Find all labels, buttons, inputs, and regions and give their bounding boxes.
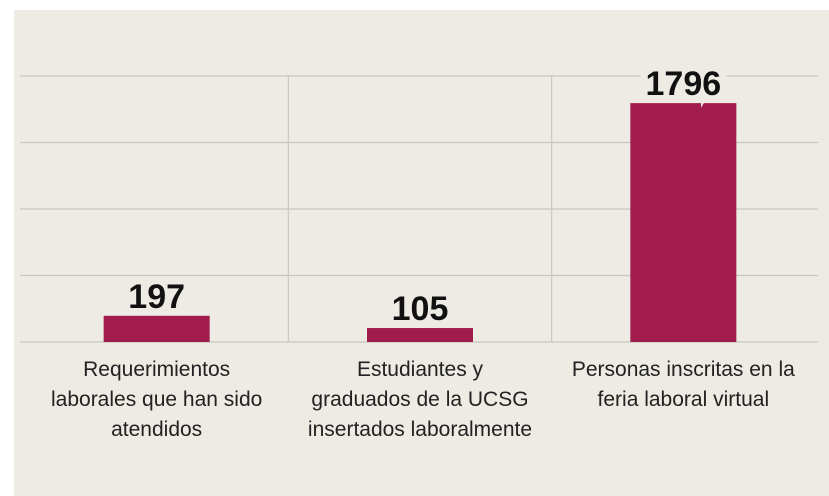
x-tick-label: Personas inscritas en la feria laboral v… [571,358,795,411]
bar [367,328,473,342]
bar [630,103,737,342]
value-label: 105 [392,290,449,328]
bar [103,315,210,342]
value-label: 197 [128,278,185,316]
value-label: 1796 [646,65,722,103]
x-tick-label: Estudiantes y graduados de la UCSG inser… [307,358,533,441]
x-tick-label: Requerimientos laborales que han sido at… [50,358,263,441]
